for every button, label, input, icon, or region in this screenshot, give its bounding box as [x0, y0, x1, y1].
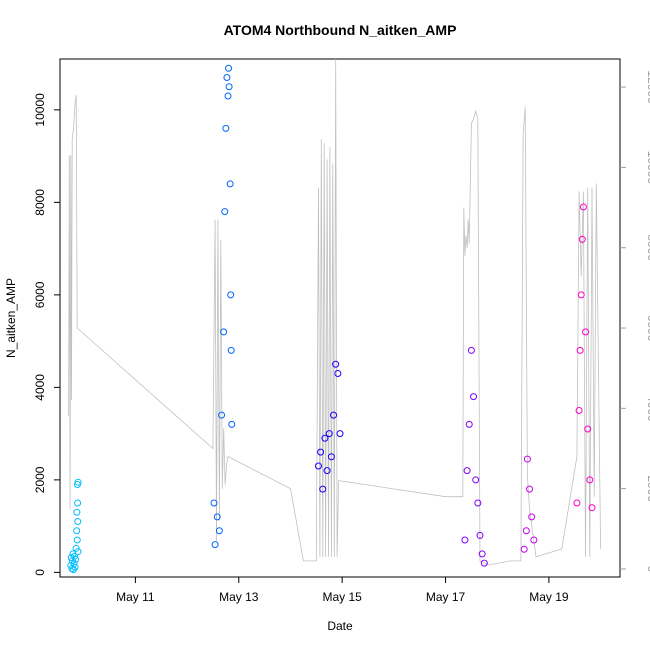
y2-tick-label: 4000	[645, 395, 650, 422]
data-point	[336, 430, 344, 438]
plot-frame	[59, 58, 621, 578]
x-tick-label: May 11	[116, 590, 155, 604]
data-point	[523, 455, 531, 463]
data-point	[323, 467, 331, 475]
data-point	[465, 420, 473, 428]
data-point	[70, 560, 78, 568]
data-point	[334, 370, 342, 377]
x-axis-label: Date	[327, 619, 353, 633]
y2-tick-label: 12000	[645, 70, 650, 104]
data-point	[224, 92, 232, 100]
data-point	[582, 328, 590, 336]
data-point	[461, 536, 469, 544]
data-point	[71, 552, 79, 560]
y2-tick-label: 2000	[645, 475, 650, 502]
data-point	[470, 393, 478, 401]
data-point	[73, 536, 81, 544]
data-point	[225, 83, 233, 91]
x-tick-label: May 13	[219, 590, 259, 604]
data-point	[227, 346, 235, 354]
data-point	[314, 462, 322, 470]
x-axis: May 11 May 13 May 15 May 17 May 19	[116, 577, 569, 604]
data-point	[522, 527, 530, 535]
data-point	[575, 407, 583, 414]
data-point	[530, 536, 538, 544]
data-point	[573, 499, 581, 507]
y-axis-label: N_aitken_AMP	[4, 278, 18, 358]
data-point	[220, 328, 228, 336]
data-point	[215, 527, 223, 535]
chart-title: ATOM4 Northbound N_aitken_AMP	[224, 22, 457, 38]
data-point	[72, 555, 80, 563]
x-tick-label: May 15	[322, 590, 362, 604]
data-point	[463, 467, 471, 475]
data-point	[474, 499, 482, 507]
data-point	[223, 74, 231, 81]
data-point	[73, 527, 81, 535]
data-point	[222, 124, 230, 132]
data-point	[227, 291, 235, 299]
data-point	[226, 180, 234, 188]
data-point	[579, 203, 587, 211]
y-tick-label: 0	[33, 569, 47, 576]
y-tick-label: 2000	[33, 466, 47, 493]
data-point	[319, 485, 327, 493]
y2-tick-label: 8000	[645, 234, 650, 261]
data-point	[472, 476, 480, 484]
data-point	[228, 420, 236, 428]
y2-axis: 0 2000 4000 6000 8000 10000 12000	[620, 70, 650, 573]
y-tick-label: 6000	[33, 281, 47, 308]
data-point	[71, 563, 79, 571]
scatter-points-layer	[67, 64, 596, 574]
data-point	[576, 346, 584, 354]
data-point	[213, 513, 221, 521]
line-series-layer	[68, 58, 601, 566]
data-point	[73, 508, 81, 516]
data-point	[478, 550, 486, 558]
data-point	[211, 541, 219, 549]
data-point	[528, 513, 536, 521]
data-point	[74, 548, 82, 556]
data-point	[578, 235, 586, 243]
data-point	[588, 504, 596, 512]
line-series	[68, 58, 601, 566]
data-point	[584, 425, 592, 433]
data-point	[225, 64, 233, 72]
data-point	[332, 360, 340, 368]
data-point	[221, 208, 229, 216]
y-tick-label: 10000	[33, 93, 47, 127]
y2-tick-label: 6000	[645, 315, 650, 342]
data-point	[526, 485, 534, 493]
data-point	[210, 499, 218, 507]
data-point	[67, 554, 75, 562]
x-tick-label: May 17	[426, 590, 466, 604]
data-point	[218, 411, 226, 419]
y2-tick-label: 10000	[645, 151, 650, 185]
data-point	[325, 430, 333, 438]
y-axis: 0 2000 4000 6000 8000 10000	[33, 93, 60, 576]
x-tick-label: May 19	[529, 590, 569, 604]
data-point	[467, 346, 475, 354]
data-point	[586, 476, 594, 484]
data-point	[577, 291, 585, 299]
y-tick-label: 8000	[33, 189, 47, 216]
y2-tick-label: 0	[645, 566, 650, 573]
data-point	[480, 559, 488, 567]
data-point	[476, 531, 484, 539]
data-point	[74, 499, 82, 507]
y-tick-label: 4000	[33, 374, 47, 401]
data-point	[330, 411, 338, 419]
data-point	[520, 545, 528, 553]
data-point	[317, 448, 325, 456]
data-point	[74, 478, 82, 486]
data-point	[321, 434, 329, 442]
data-point	[327, 453, 335, 461]
data-point	[74, 518, 82, 525]
